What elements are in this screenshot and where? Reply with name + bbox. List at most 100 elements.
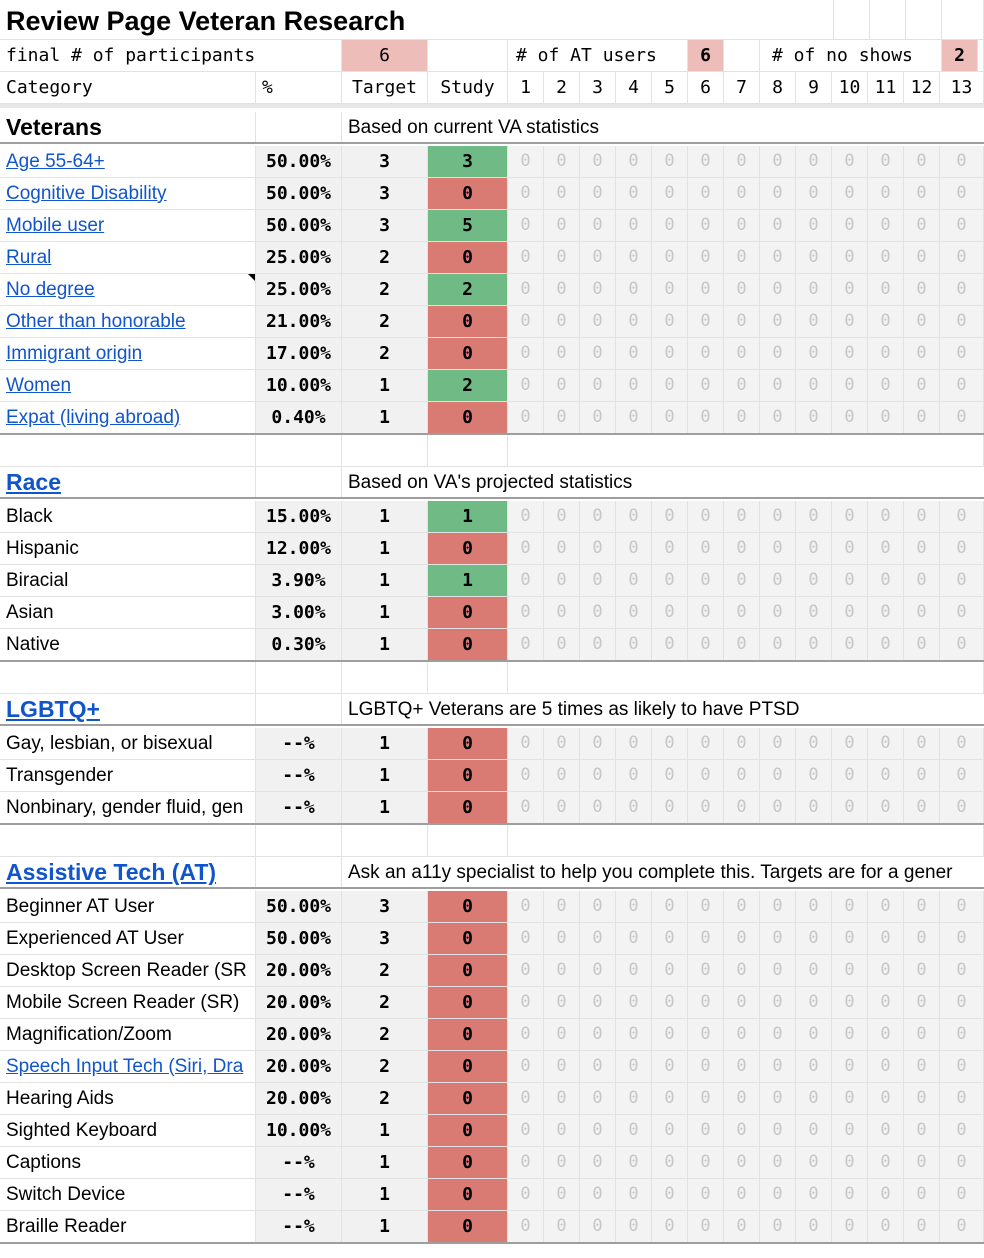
participant-cell-7[interactable]: 0: [724, 1019, 760, 1051]
participant-cell-4[interactable]: 0: [616, 760, 652, 792]
section-note[interactable]: Ask an a11y specialist to help you compl…: [342, 857, 984, 889]
participant-cell-3[interactable]: 0: [580, 891, 616, 923]
blank-cell[interactable]: [428, 40, 508, 72]
participant-cell-1[interactable]: 0: [508, 1051, 544, 1083]
study-value[interactable]: 3: [428, 146, 508, 178]
percent-value[interactable]: 3.00%: [256, 597, 342, 629]
participant-cell-8[interactable]: 0: [760, 501, 796, 533]
participant-cell-1[interactable]: 0: [508, 891, 544, 923]
category-label[interactable]: Age 55-64+: [0, 146, 256, 178]
participant-cell-4[interactable]: 0: [616, 178, 652, 210]
participant-cell-7[interactable]: 0: [724, 1211, 760, 1243]
study-value[interactable]: 1: [428, 565, 508, 597]
percent-value[interactable]: 3.90%: [256, 565, 342, 597]
blank-cell[interactable]: [342, 435, 428, 467]
blank-cell[interactable]: [834, 0, 870, 40]
participant-cell-11[interactable]: 0: [868, 1051, 904, 1083]
participant-cell-13[interactable]: 0: [940, 1211, 984, 1243]
section-note[interactable]: Based on current VA statistics: [342, 112, 984, 144]
participant-cell-3[interactable]: 0: [580, 370, 616, 402]
participant-cell-8[interactable]: 0: [760, 923, 796, 955]
participant-cell-11[interactable]: 0: [868, 210, 904, 242]
participant-cell-11[interactable]: 0: [868, 306, 904, 338]
participant-cell-2[interactable]: 0: [544, 792, 580, 824]
study-value[interactable]: 0: [428, 987, 508, 1019]
participant-cell-12[interactable]: 0: [904, 178, 940, 210]
blank-cell[interactable]: [906, 0, 942, 40]
participant-cell-8[interactable]: 0: [760, 1115, 796, 1147]
participant-cell-4[interactable]: 0: [616, 955, 652, 987]
participant-cell-12[interactable]: 0: [904, 1083, 940, 1115]
percent-value[interactable]: --%: [256, 760, 342, 792]
study-value[interactable]: 0: [428, 1211, 508, 1243]
participant-cell-8[interactable]: 0: [760, 1147, 796, 1179]
participant-cell-6[interactable]: 0: [688, 987, 724, 1019]
participant-cell-1[interactable]: 0: [508, 306, 544, 338]
category-label[interactable]: Rural: [0, 242, 256, 274]
participant-cell-2[interactable]: 0: [544, 891, 580, 923]
section-title[interactable]: LGBTQ+: [0, 694, 256, 726]
participant-cell-13[interactable]: 0: [940, 1115, 984, 1147]
participant-cell-10[interactable]: 0: [832, 891, 868, 923]
study-value[interactable]: 0: [428, 1019, 508, 1051]
study-value[interactable]: 0: [428, 955, 508, 987]
target-value[interactable]: 1: [342, 629, 428, 661]
participant-cell-8[interactable]: 0: [760, 338, 796, 370]
participant-cell-11[interactable]: 0: [868, 274, 904, 306]
participant-cell-10[interactable]: 0: [832, 629, 868, 661]
header-percent[interactable]: %: [256, 72, 342, 104]
target-value[interactable]: 2: [342, 1019, 428, 1051]
participant-cell-8[interactable]: 0: [760, 242, 796, 274]
participant-cell-1[interactable]: 0: [508, 792, 544, 824]
blank-cell[interactable]: [256, 112, 342, 144]
study-value[interactable]: 0: [428, 338, 508, 370]
target-value[interactable]: 1: [342, 597, 428, 629]
study-value[interactable]: 2: [428, 274, 508, 306]
participant-cell-12[interactable]: 0: [904, 1019, 940, 1051]
percent-value[interactable]: 20.00%: [256, 1019, 342, 1051]
participant-cell-9[interactable]: 0: [796, 501, 832, 533]
participant-cell-7[interactable]: 0: [724, 402, 760, 434]
header-participant-7[interactable]: 7: [724, 72, 760, 104]
participant-cell-6[interactable]: 0: [688, 242, 724, 274]
participant-cell-8[interactable]: 0: [760, 629, 796, 661]
category-label[interactable]: Transgender: [0, 760, 256, 792]
participant-cell-6[interactable]: 0: [688, 210, 724, 242]
participant-cell-1[interactable]: 0: [508, 242, 544, 274]
participant-cell-5[interactable]: 0: [652, 370, 688, 402]
participant-cell-2[interactable]: 0: [544, 728, 580, 760]
percent-value[interactable]: --%: [256, 1211, 342, 1243]
participant-cell-9[interactable]: 0: [796, 792, 832, 824]
participant-cell-9[interactable]: 0: [796, 242, 832, 274]
participant-cell-12[interactable]: 0: [904, 1115, 940, 1147]
participant-cell-1[interactable]: 0: [508, 955, 544, 987]
participant-cell-9[interactable]: 0: [796, 987, 832, 1019]
participant-cell-11[interactable]: 0: [868, 923, 904, 955]
participant-cell-7[interactable]: 0: [724, 274, 760, 306]
participant-cell-3[interactable]: 0: [580, 1019, 616, 1051]
study-value[interactable]: 0: [428, 760, 508, 792]
participant-cell-12[interactable]: 0: [904, 1211, 940, 1243]
participant-cell-2[interactable]: 0: [544, 1115, 580, 1147]
participant-cell-7[interactable]: 0: [724, 728, 760, 760]
study-value[interactable]: 0: [428, 1083, 508, 1115]
percent-value[interactable]: 20.00%: [256, 1051, 342, 1083]
participant-cell-5[interactable]: 0: [652, 891, 688, 923]
participant-cell-1[interactable]: 0: [508, 565, 544, 597]
participant-cell-6[interactable]: 0: [688, 533, 724, 565]
participant-cell-9[interactable]: 0: [796, 178, 832, 210]
participant-cell-12[interactable]: 0: [904, 955, 940, 987]
participant-cell-9[interactable]: 0: [796, 1147, 832, 1179]
percent-value[interactable]: 25.00%: [256, 242, 342, 274]
participant-cell-7[interactable]: 0: [724, 1083, 760, 1115]
participant-cell-10[interactable]: 0: [832, 146, 868, 178]
participant-cell-11[interactable]: 0: [868, 178, 904, 210]
target-value[interactable]: 1: [342, 760, 428, 792]
participant-cell-7[interactable]: 0: [724, 923, 760, 955]
target-value[interactable]: 1: [342, 728, 428, 760]
category-label[interactable]: Gay, lesbian, or bisexual: [0, 728, 256, 760]
target-value[interactable]: 2: [342, 1083, 428, 1115]
participant-cell-2[interactable]: 0: [544, 1083, 580, 1115]
target-value[interactable]: 2: [342, 338, 428, 370]
participant-cell-4[interactable]: 0: [616, 728, 652, 760]
